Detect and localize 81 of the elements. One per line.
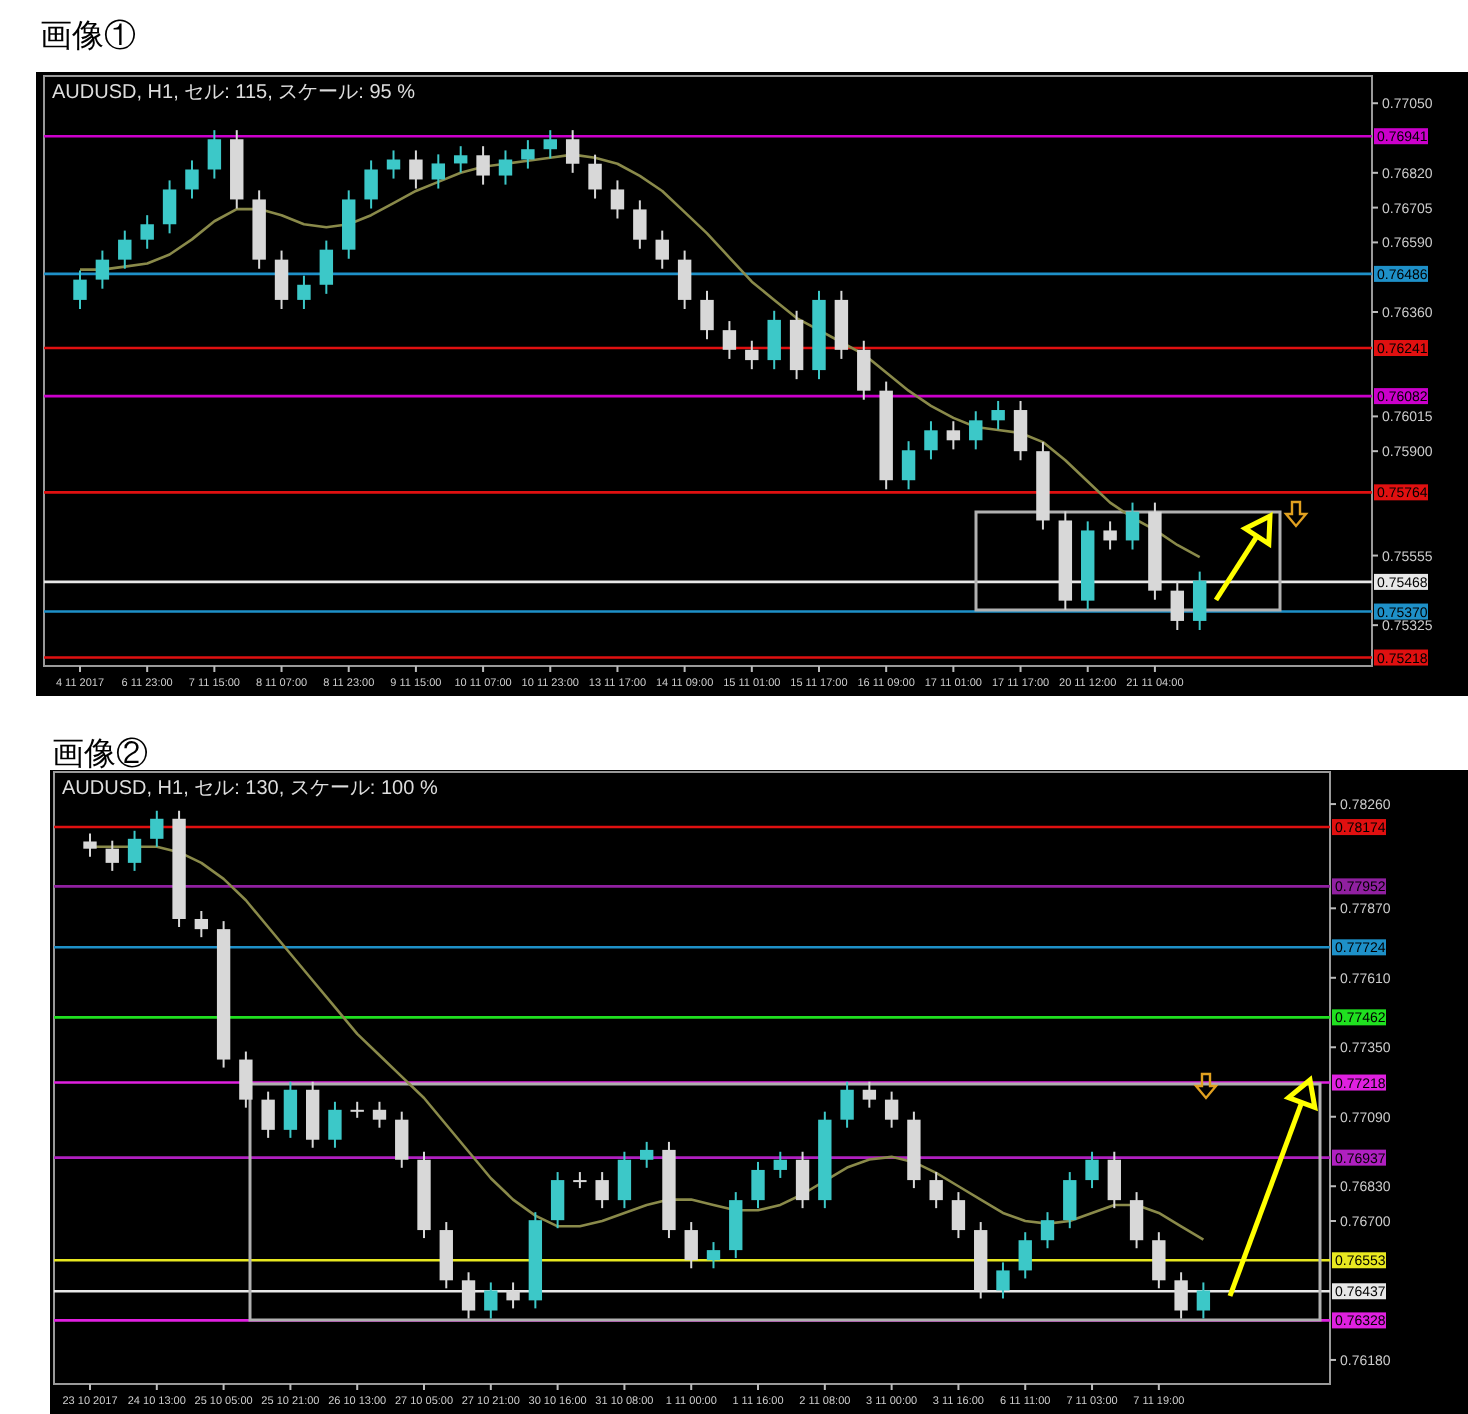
candlestick xyxy=(140,214,154,250)
candlestick xyxy=(185,159,199,200)
candlestick xyxy=(127,829,142,872)
candlestick xyxy=(751,1160,765,1210)
candlestick xyxy=(83,832,97,858)
candlestick xyxy=(1152,1231,1166,1290)
candlestick xyxy=(1013,399,1028,462)
candlestick xyxy=(884,1090,899,1129)
candlestick xyxy=(162,179,177,235)
candlestick xyxy=(1107,1150,1121,1210)
candlestick xyxy=(395,1110,409,1169)
candlestick xyxy=(283,1080,298,1139)
candlestick xyxy=(409,149,423,190)
candlestick xyxy=(1063,1171,1077,1230)
candlestick xyxy=(543,129,557,160)
candlestick xyxy=(1170,580,1185,631)
candlestick xyxy=(633,199,647,250)
candlestick xyxy=(767,309,781,371)
candlestick xyxy=(1018,1231,1032,1280)
candlestick xyxy=(588,153,602,200)
candlestick xyxy=(372,1100,387,1129)
chart-subtitle: AUDUSD, H1, セル: 130, スケール: 100 % xyxy=(62,778,438,800)
candlestick xyxy=(73,269,87,310)
candlestick xyxy=(677,249,692,310)
candlestick xyxy=(484,1281,498,1320)
candlestick xyxy=(453,145,468,174)
candlestick xyxy=(431,153,446,190)
candlestick xyxy=(857,339,871,401)
chart-title: 画像① xyxy=(40,18,136,58)
candlestick xyxy=(1085,1150,1099,1190)
candlestick xyxy=(565,129,580,174)
candlestick xyxy=(297,274,311,310)
candlestick xyxy=(773,1150,787,1179)
candlestick xyxy=(118,229,132,270)
candlestick xyxy=(498,149,513,186)
candlestick xyxy=(929,1171,943,1210)
candlestick xyxy=(745,339,759,371)
candlestick xyxy=(617,1150,632,1210)
candlestick xyxy=(901,440,916,491)
candlestick xyxy=(1192,570,1207,631)
candlestick xyxy=(1174,1271,1188,1320)
candlestick xyxy=(261,1090,275,1139)
candlestick xyxy=(328,1100,342,1149)
candlestick xyxy=(319,239,334,295)
chart-subtitle: AUDUSD, H1, セル: 115, スケール: 95 % xyxy=(52,82,416,104)
candlestick xyxy=(239,1050,253,1109)
candlestick xyxy=(105,839,119,872)
candlestick xyxy=(655,229,669,270)
candlestick xyxy=(150,809,164,848)
candlestick xyxy=(1125,501,1140,551)
candlestick xyxy=(722,320,737,360)
candlestick xyxy=(1196,1281,1211,1320)
candlestick xyxy=(1129,1191,1144,1250)
candlestick xyxy=(194,909,209,939)
chart-title: 画像② xyxy=(52,736,148,776)
candlestick xyxy=(476,145,490,186)
candlestick xyxy=(1040,1211,1055,1250)
candlestick xyxy=(640,1140,654,1169)
candlestick xyxy=(700,289,714,341)
candlestick xyxy=(706,1241,721,1270)
candlestick xyxy=(595,1171,609,1210)
candlestick xyxy=(991,399,1005,431)
candlestick xyxy=(274,249,289,310)
candlestick xyxy=(95,249,110,290)
candlestick xyxy=(946,420,961,451)
candlestick xyxy=(207,129,222,180)
candlestick xyxy=(506,1281,520,1310)
candlestick xyxy=(684,1221,698,1270)
candlestick xyxy=(364,159,378,210)
candlestick xyxy=(795,1150,810,1210)
candlestick xyxy=(550,1171,565,1230)
candlestick xyxy=(969,410,983,451)
candlestick xyxy=(840,1080,854,1129)
candlestick xyxy=(461,1271,476,1320)
candlestick xyxy=(996,1261,1010,1300)
candlestick xyxy=(521,139,535,170)
candlestick xyxy=(951,1191,966,1240)
candlestick xyxy=(862,1080,877,1109)
candlestick xyxy=(610,179,625,220)
candlestick xyxy=(1103,520,1117,551)
candlestick xyxy=(924,420,938,461)
